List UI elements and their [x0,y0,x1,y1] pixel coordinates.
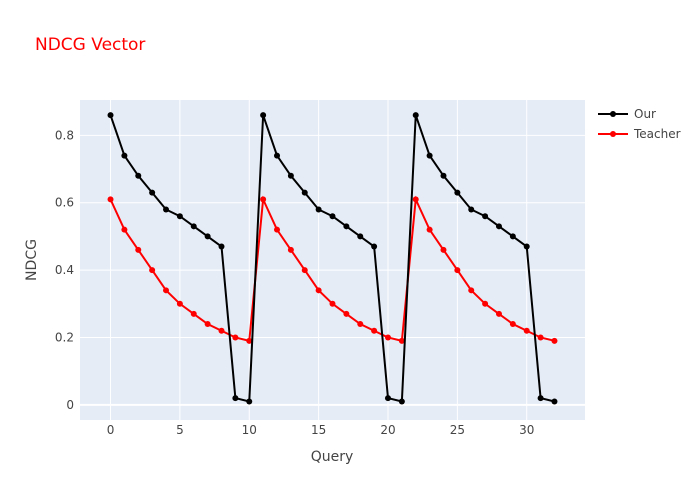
data-point [204,321,211,327]
data-point [260,196,267,203]
data-point [495,223,502,230]
data-point [329,213,336,220]
data-point [343,223,350,230]
data-point [343,310,350,317]
data-point [454,267,461,274]
chart-title: NDCG Vector [35,35,145,55]
data-point [301,267,308,274]
data-point [149,267,156,274]
data-point [287,172,294,179]
data-point [274,226,281,233]
data-point [468,206,475,213]
x-tick-label: 30 [519,423,534,437]
data-point [315,287,322,294]
x-axis-ticks: 0 5 10 15 20 25 30 [107,423,535,437]
x-tick-label: 20 [380,423,395,437]
y-tick-label: 0.4 [55,263,74,277]
data-point [440,172,447,179]
legend-item-our[interactable]: Our [598,107,656,121]
data-point [315,206,322,213]
x-tick-label: 5 [176,423,184,437]
data-point [176,213,183,220]
data-point [440,246,447,253]
y-axis-title: NDCG [24,239,40,281]
data-point [218,327,225,334]
data-point [149,189,156,196]
x-tick-label: 15 [311,423,326,437]
data-point [329,300,336,307]
data-point [412,196,419,203]
data-point [482,300,489,307]
y-axis-ticks: 0 0.2 0.4 0.6 0.8 [55,128,74,411]
data-point [495,310,502,317]
data-point [107,112,114,119]
data-point [121,152,128,159]
data-point [301,189,308,196]
legend-marker [610,131,616,137]
data-point [121,226,128,233]
data-point [454,189,461,196]
y-tick-label: 0.6 [55,196,74,210]
data-point [509,321,516,327]
data-point [246,398,253,405]
data-point [384,334,391,341]
data-point [204,233,211,240]
data-point [107,196,114,203]
data-point [412,112,419,119]
series-our [107,112,558,405]
legend-label: Our [634,107,656,121]
data-point [426,226,433,233]
data-point [509,233,516,240]
data-point [371,243,378,250]
data-point [523,243,530,250]
data-point [163,287,170,294]
legend-label: Teacher [633,127,681,141]
x-tick-label: 0 [107,423,115,437]
data-point [384,395,391,402]
data-point [426,152,433,159]
y-tick-label: 0.8 [55,128,74,142]
data-point [537,334,544,341]
data-point [135,246,142,253]
series-layer [107,112,558,405]
data-point [274,152,281,159]
x-axis-title: Query [311,449,354,465]
data-point [398,337,405,344]
legend-item-teacher[interactable]: Teacher [598,127,681,141]
data-point [232,395,239,402]
legend-marker [610,111,616,117]
data-point [482,213,489,220]
data-point [551,398,558,405]
data-point [523,327,530,334]
data-point [357,321,364,327]
data-point [218,243,225,250]
data-point [246,337,253,344]
y-tick-label: 0 [66,398,74,412]
x-tick-label: 10 [242,423,257,437]
data-point [260,112,267,119]
data-point [398,398,405,405]
data-point [468,287,475,294]
data-point [190,310,197,317]
series-teacher [107,195,558,344]
data-point [537,395,544,402]
y-tick-label: 0.2 [55,330,74,344]
data-point [232,334,239,341]
legend: Our Teacher [598,107,681,141]
x-tick-label: 25 [450,423,465,437]
data-point [163,206,170,213]
data-point [287,246,294,253]
data-point [357,233,364,240]
data-point [371,327,378,334]
plot-area [80,100,585,420]
data-point [135,172,142,179]
gridlines [80,100,585,420]
data-point [551,337,558,344]
data-point [190,223,197,230]
data-point [176,300,183,307]
